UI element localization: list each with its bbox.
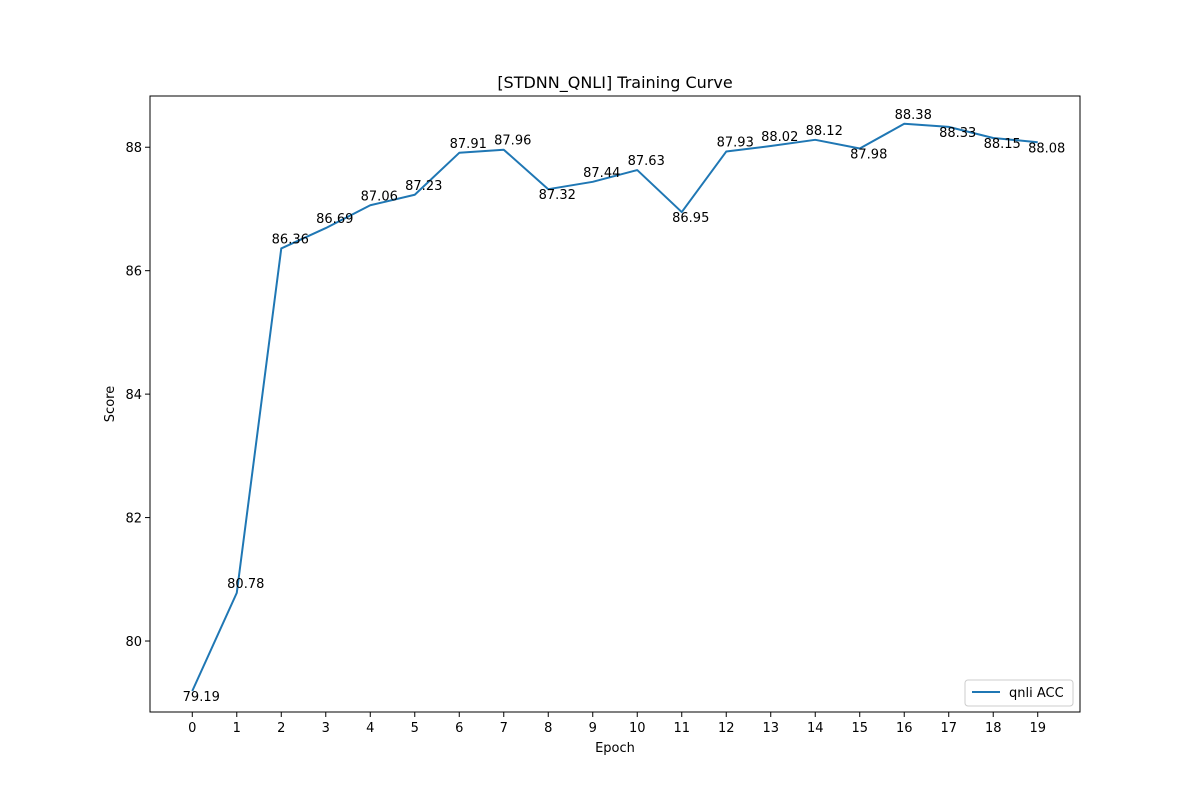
data-label: 87.32 xyxy=(539,188,576,203)
y-tick-label: 88 xyxy=(125,141,142,156)
x-tick-label: 0 xyxy=(188,721,196,736)
data-label: 88.38 xyxy=(895,108,932,123)
chart-title: [STDNN_QNLI] Training Curve xyxy=(497,73,732,93)
series-line-qnli-acc xyxy=(191,122,1038,692)
data-label: 87.96 xyxy=(494,134,531,149)
data-label: 87.44 xyxy=(583,166,620,181)
x-tick-label: 13 xyxy=(762,721,779,736)
data-label: 87.98 xyxy=(850,147,887,162)
x-tick-label: 1 xyxy=(233,721,241,736)
data-label: 87.93 xyxy=(717,136,754,151)
x-tick-label: 16 xyxy=(896,721,913,736)
data-label: 86.36 xyxy=(272,232,309,247)
data-label: 87.63 xyxy=(628,154,665,169)
y-axis-label: Score xyxy=(103,386,118,422)
data-label: 88.08 xyxy=(1028,141,1065,156)
data-label: 88.02 xyxy=(761,130,798,145)
x-tick-label: 14 xyxy=(807,721,824,736)
x-tick-label: 5 xyxy=(411,721,419,736)
x-tick-label: 8 xyxy=(544,721,552,736)
x-tick-label: 3 xyxy=(322,721,330,736)
x-tick-label: 15 xyxy=(851,721,868,736)
data-label: 87.91 xyxy=(450,137,487,152)
data-label: 79.19 xyxy=(183,690,220,705)
x-axis-label: Epoch xyxy=(595,741,635,756)
y-tick-label: 80 xyxy=(125,635,142,650)
x-tick-label: 17 xyxy=(940,721,957,736)
y-tick-label: 84 xyxy=(125,388,142,403)
data-label: 88.12 xyxy=(806,124,843,139)
x-tick-label: 11 xyxy=(673,721,690,736)
y-tick-label: 82 xyxy=(125,512,142,527)
x-tick-label: 4 xyxy=(366,721,374,736)
x-axis: 0 1 2 3 4 5 6 7 8 9 10 11 12 13 14 15 16 17 18 19 xyxy=(188,712,1046,736)
legend: qnli ACC xyxy=(964,679,1074,707)
y-tick-label: 86 xyxy=(125,265,142,280)
x-tick-label: 19 xyxy=(1029,721,1046,736)
data-label: 87.23 xyxy=(405,179,442,194)
data-label: 80.78 xyxy=(227,577,264,592)
legend-box xyxy=(964,679,1074,707)
x-tick-label: 10 xyxy=(629,721,646,736)
x-tick-label: 6 xyxy=(455,721,463,736)
x-tick-label: 12 xyxy=(718,721,735,736)
x-tick-label: 2 xyxy=(277,721,285,736)
data-label: 88.33 xyxy=(939,126,976,141)
x-tick-label: 9 xyxy=(589,721,597,736)
data-label: 88.15 xyxy=(984,137,1021,152)
x-tick-label: 7 xyxy=(500,721,508,736)
data-label: 86.95 xyxy=(672,211,709,226)
data-label: 87.06 xyxy=(361,189,398,204)
plot-frame xyxy=(149,95,1081,713)
x-tick-label: 18 xyxy=(985,721,1002,736)
legend-label: qnli ACC xyxy=(1009,686,1064,701)
data-labels: 79.19 80.78 86.36 86.69 87.06 87.23 87.91 87.96… xyxy=(183,108,1066,705)
data-label: 86.69 xyxy=(316,212,353,227)
plot-area xyxy=(150,96,1080,712)
y-axis: 80 82 84 86 88 xyxy=(125,141,150,650)
